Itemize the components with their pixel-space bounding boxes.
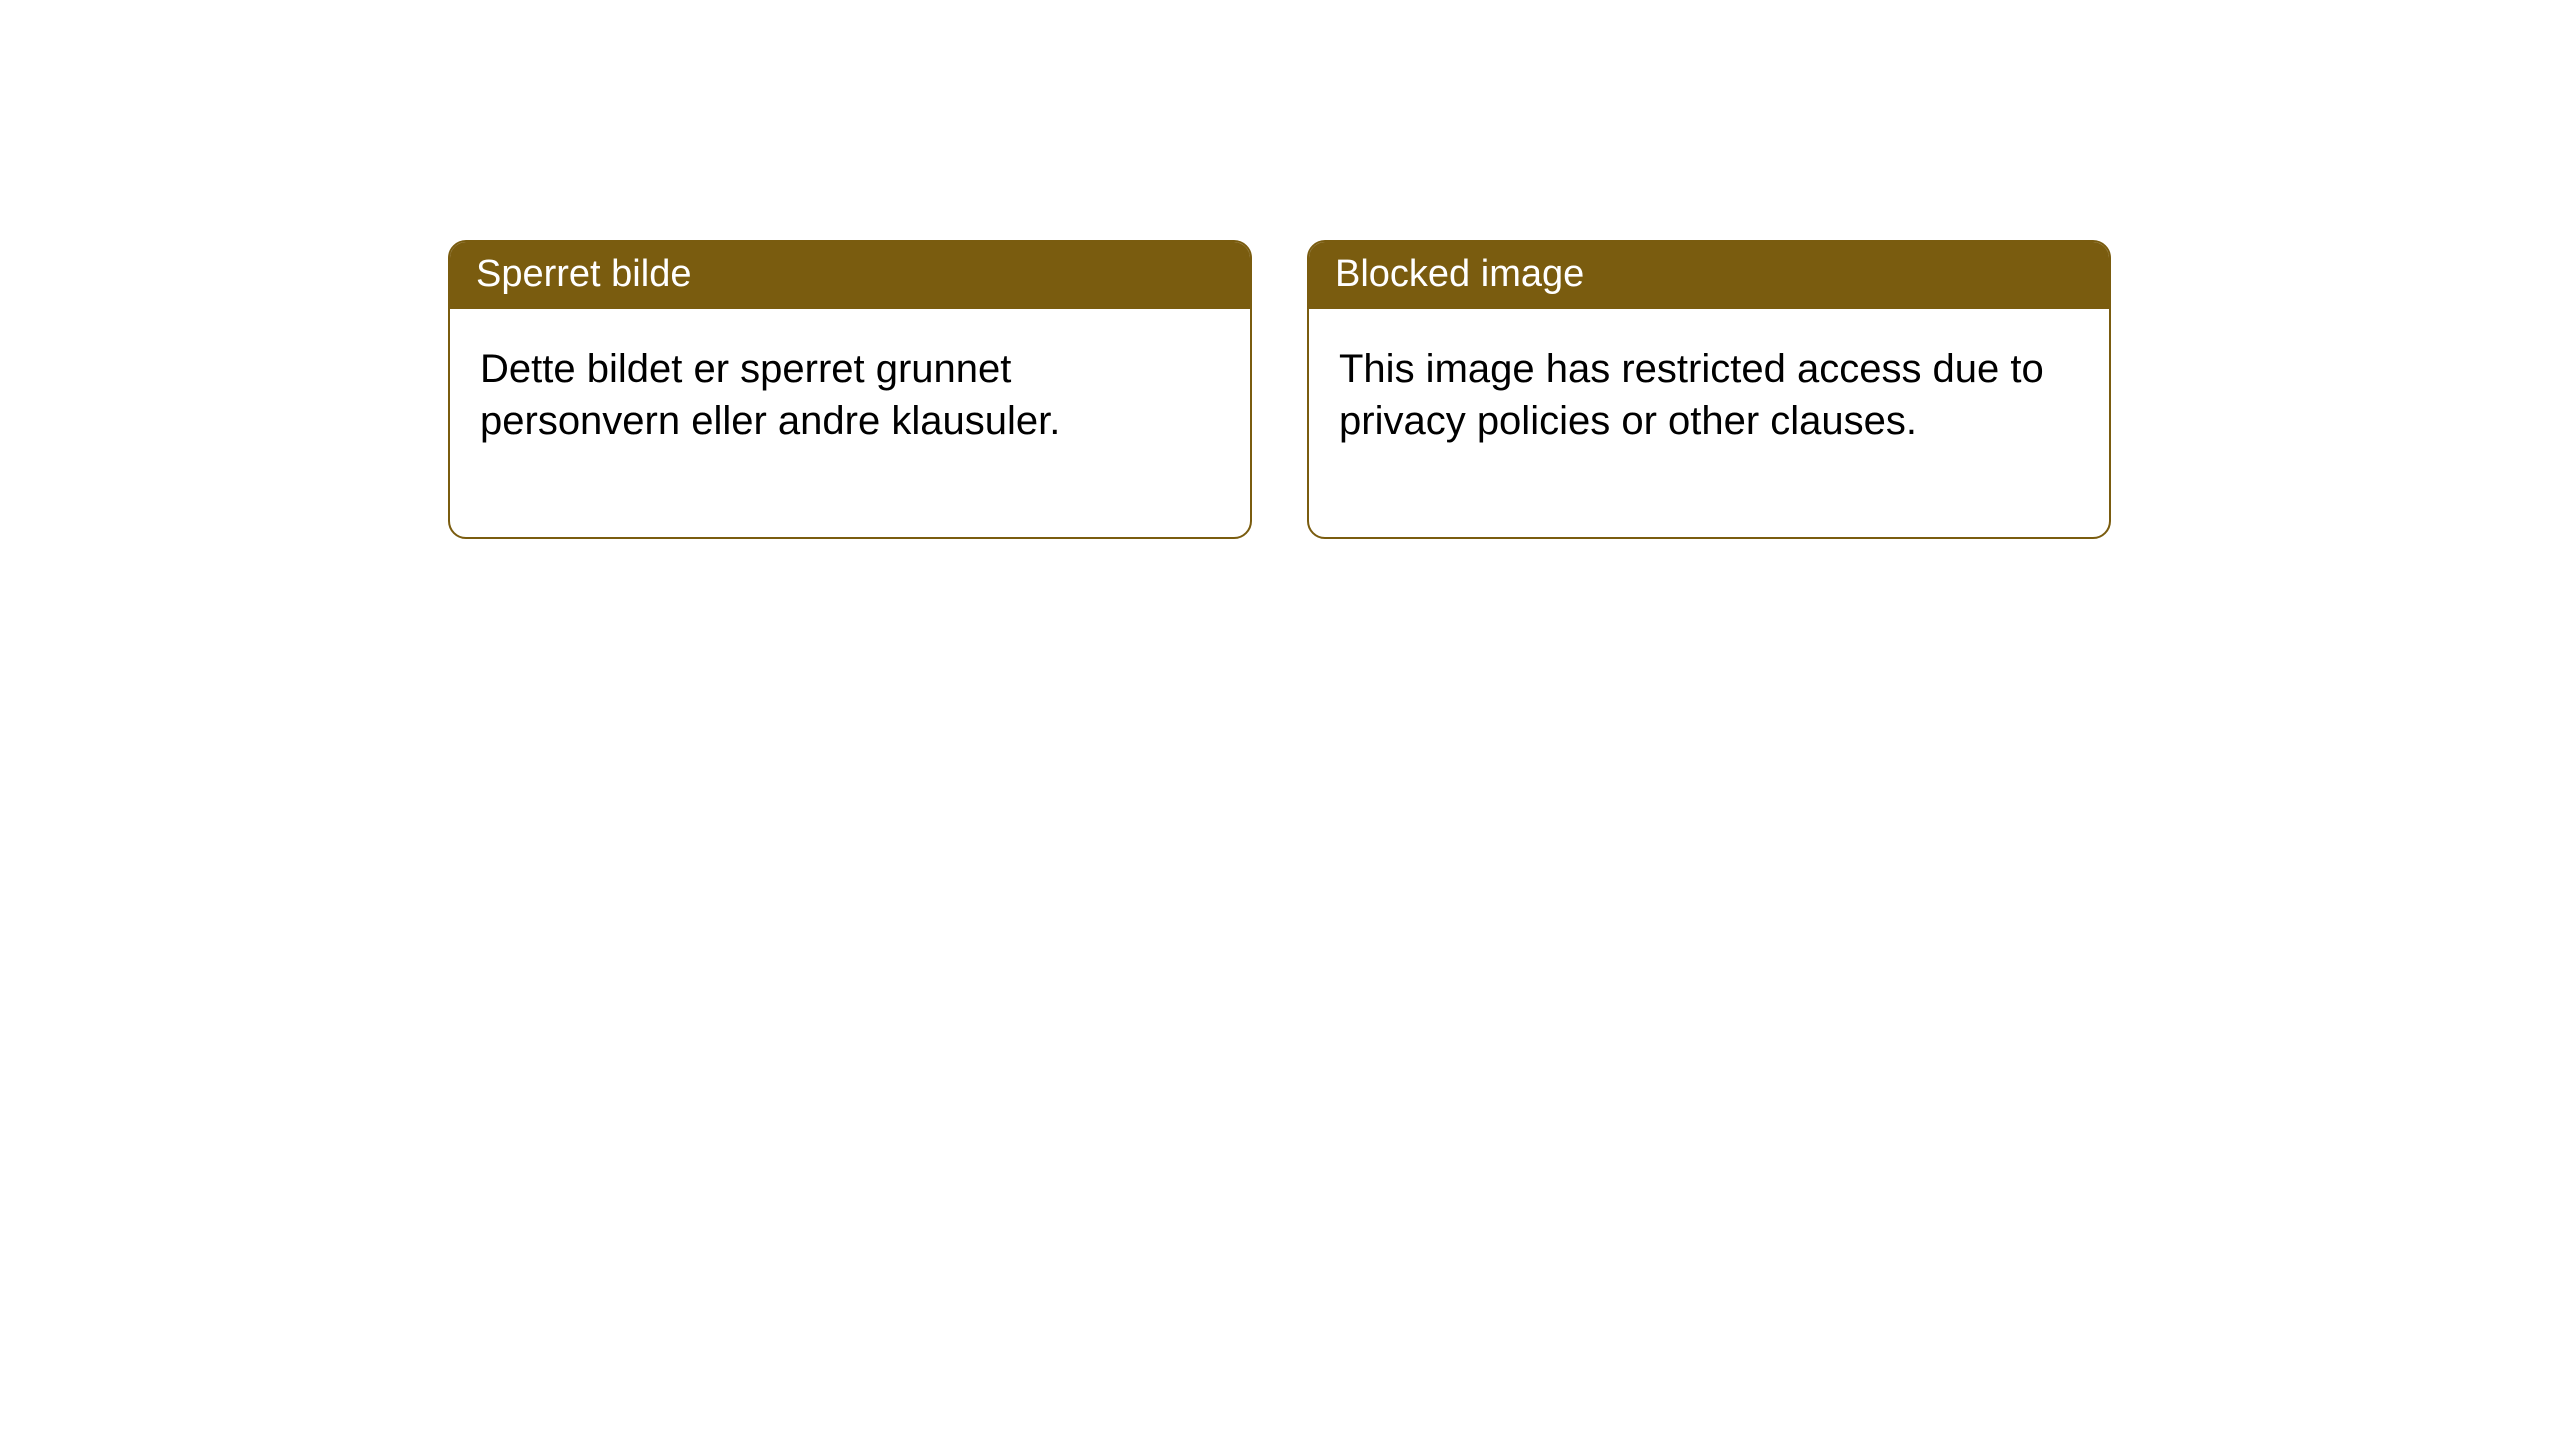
notice-cards-container: Sperret bilde Dette bildet er sperret gr… (448, 240, 2111, 539)
notice-header: Blocked image (1309, 242, 2109, 309)
notice-header: Sperret bilde (450, 242, 1250, 309)
notice-body-text: Dette bildet er sperret grunnet personve… (480, 347, 1060, 443)
notice-body: This image has restricted access due to … (1309, 309, 2109, 537)
notice-body: Dette bildet er sperret grunnet personve… (450, 309, 1250, 537)
notice-card-english: Blocked image This image has restricted … (1307, 240, 2111, 539)
notice-title: Blocked image (1335, 253, 1584, 295)
notice-card-norwegian: Sperret bilde Dette bildet er sperret gr… (448, 240, 1252, 539)
notice-title: Sperret bilde (476, 253, 691, 295)
notice-body-text: This image has restricted access due to … (1339, 347, 2044, 443)
